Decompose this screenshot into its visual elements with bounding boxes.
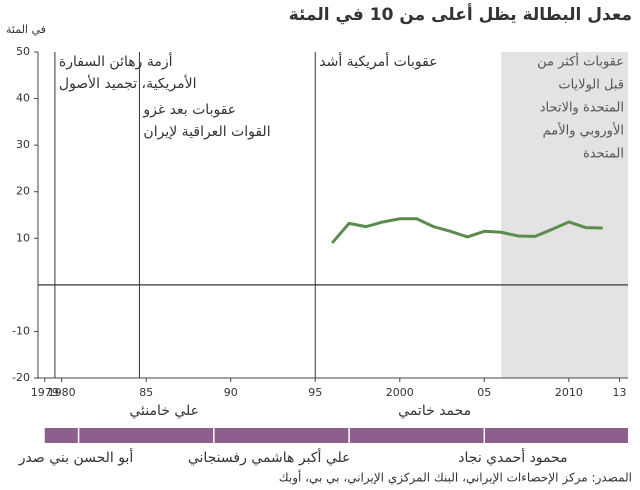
event-annotation: عقوبات أمريكية أشد — [319, 52, 437, 70]
y-tick-label: 30 — [16, 138, 30, 151]
y-tick-label: 10 — [16, 231, 30, 244]
x-tick-label: 2010 — [555, 386, 583, 399]
x-tick-label: 1979 — [31, 386, 59, 399]
shade-annotation: قبل الولايات — [558, 78, 624, 93]
shade-annotation: المتحدة — [583, 147, 624, 162]
president-name: علي أكبر هاشمي رفسنجاني — [188, 448, 351, 466]
shade-annotation: عقوبات أكثر من — [537, 53, 624, 70]
president-bar — [78, 428, 214, 443]
shade-annotation: المتحدة والاتحاد — [540, 101, 624, 116]
event-annotation: أزمة رهائن السفارة — [59, 52, 173, 70]
event-annotation: الأمريكية، تجميد الأصول — [59, 74, 197, 92]
x-tick-label: 2000 — [386, 386, 414, 399]
y-axis-label: في المئة — [6, 23, 46, 36]
president-name: محمود أحمدي نجاد — [458, 448, 567, 466]
president-bar — [213, 428, 350, 443]
event-annotation: عقوبات بعد غزو — [142, 102, 236, 118]
x-tick-label: 90 — [224, 386, 238, 399]
x-tick-label: 85 — [139, 386, 153, 399]
line — [331, 217, 603, 244]
x-tick-label: 13 — [613, 386, 627, 399]
president-bar — [349, 428, 485, 443]
president-name: علي خامنئي — [129, 403, 199, 419]
shade-annotation: الأوروبي والأمم — [543, 122, 624, 139]
y-tick-label: -20 — [12, 371, 30, 384]
president-bar — [44, 428, 79, 443]
source: المصدر: مركز الإحصاءات الإيراني، البنك ا… — [279, 470, 632, 486]
y-tick-label: -10 — [12, 324, 30, 337]
y-tick-label: 50 — [16, 45, 30, 58]
chart-title: معدل البطالة يظل أعلى من 10 في المئة — [289, 3, 632, 25]
president-name: محمد خاتمي — [398, 403, 471, 419]
shade — [501, 52, 628, 378]
x-tick-label: 1980 — [48, 386, 76, 399]
president-name: أبو الحسن بني صدر — [18, 448, 134, 466]
x-tick-label: 05 — [477, 386, 491, 399]
president-bar — [484, 428, 628, 443]
event-annotation: القوات العراقية لإيران — [143, 124, 270, 140]
x-tick-label: 95 — [308, 386, 322, 399]
y-tick-label: 40 — [16, 92, 30, 105]
y-tick-label: 20 — [16, 185, 30, 198]
